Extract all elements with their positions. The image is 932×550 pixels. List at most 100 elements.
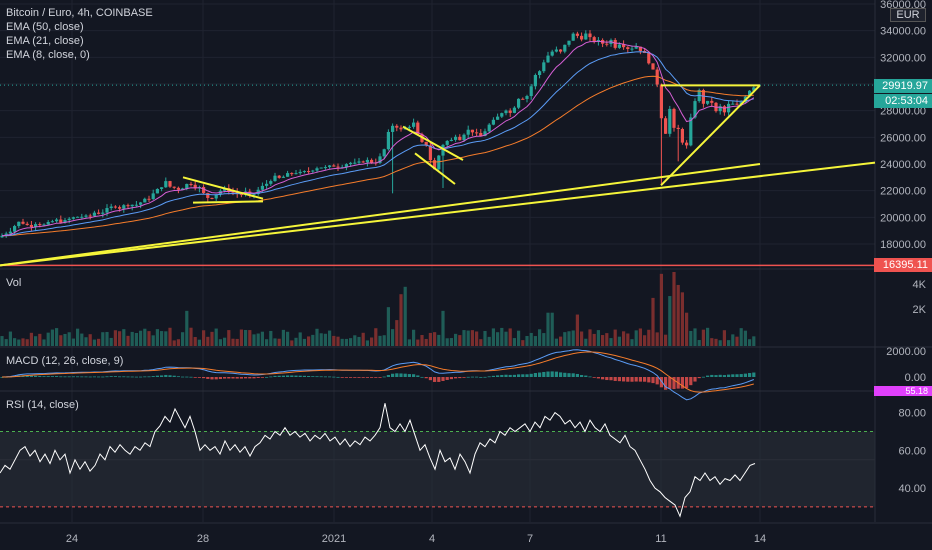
candle-body bbox=[307, 171, 311, 173]
volume-bar bbox=[693, 328, 697, 346]
macd-histogram-bar bbox=[449, 377, 453, 380]
candle-body bbox=[399, 127, 403, 130]
candle-body bbox=[710, 100, 714, 103]
macd-histogram-bar bbox=[160, 375, 164, 377]
macd-histogram-bar bbox=[722, 375, 726, 377]
candle-body bbox=[34, 224, 38, 228]
volume-bar bbox=[332, 335, 336, 346]
macd-histogram-bar bbox=[206, 377, 210, 379]
candle-body bbox=[412, 122, 416, 127]
volume-bar bbox=[17, 339, 21, 346]
candle-body bbox=[13, 226, 17, 232]
candle-body bbox=[517, 98, 521, 108]
rsi-tick-label: 80.00 bbox=[898, 408, 926, 420]
volume-bar bbox=[97, 338, 101, 346]
volume-bar bbox=[496, 332, 500, 346]
volume-bar bbox=[0, 336, 4, 346]
macd-histogram-bar bbox=[218, 377, 222, 380]
candle-body bbox=[722, 106, 726, 113]
macd-histogram-bar bbox=[668, 377, 672, 389]
macd-histogram-bar bbox=[428, 377, 432, 381]
macd-histogram-bar bbox=[269, 376, 273, 378]
volume-bar bbox=[475, 331, 479, 346]
candle-body bbox=[441, 144, 445, 156]
macd-histogram-bar bbox=[260, 377, 264, 378]
macd-histogram-bar bbox=[50, 376, 54, 377]
macd-histogram-bar bbox=[374, 377, 378, 378]
macd-histogram-bar bbox=[655, 377, 659, 385]
macd-histogram-bar bbox=[151, 376, 155, 377]
volume-bar bbox=[260, 331, 264, 346]
volume-bar bbox=[689, 330, 693, 346]
candle-body bbox=[298, 171, 302, 174]
volume-bar bbox=[29, 332, 33, 346]
candle-body bbox=[424, 141, 428, 146]
volume-bar bbox=[470, 330, 474, 346]
volume-bar bbox=[407, 339, 411, 346]
time-tick-label: 28 bbox=[197, 533, 209, 545]
macd-histogram-bar bbox=[92, 376, 96, 378]
volume-bar bbox=[71, 338, 75, 346]
currency-unit-button[interactable]: EUR bbox=[890, 8, 926, 22]
macd-histogram-bar bbox=[647, 377, 651, 383]
macd-histogram-bar bbox=[185, 376, 189, 378]
volume-bar bbox=[143, 328, 147, 346]
candle-body bbox=[42, 224, 46, 226]
volume-bar bbox=[323, 333, 327, 346]
macd-histogram-bar bbox=[689, 377, 693, 386]
volume-bar bbox=[504, 331, 508, 346]
macd-histogram-bar bbox=[168, 375, 172, 377]
volume-bar bbox=[181, 332, 185, 346]
macd-histogram-bar bbox=[181, 376, 185, 378]
macd-histogram-bar bbox=[634, 377, 638, 382]
volume-bar bbox=[622, 331, 626, 346]
volume-bar bbox=[353, 335, 357, 346]
candle-body bbox=[504, 110, 508, 114]
candle-body bbox=[731, 103, 735, 105]
candle-body bbox=[458, 136, 462, 141]
pattern-line bbox=[402, 125, 464, 161]
price-tick-label: 32000.00 bbox=[880, 52, 926, 64]
volume-bar bbox=[239, 329, 243, 346]
macd-histogram-bar bbox=[126, 376, 130, 378]
volume-bar bbox=[105, 331, 109, 346]
volume-bar bbox=[155, 329, 159, 346]
candle-body bbox=[336, 166, 340, 168]
volume-bar bbox=[580, 331, 584, 346]
rsi-line bbox=[0, 403, 756, 518]
candle-body bbox=[567, 40, 571, 45]
macd-histogram-bar bbox=[479, 376, 483, 378]
macd-histogram-bar bbox=[643, 377, 647, 382]
price-tick-label: 22000.00 bbox=[880, 186, 926, 198]
macd-histogram-bar bbox=[109, 376, 113, 377]
volume-bar bbox=[634, 330, 638, 346]
macd-histogram-bar bbox=[475, 376, 479, 378]
volume-bar bbox=[710, 338, 714, 346]
volume-bar bbox=[748, 339, 752, 346]
candle-body bbox=[630, 48, 634, 50]
macd-histogram-bar bbox=[164, 374, 168, 377]
time-tick-label: 7 bbox=[527, 533, 533, 545]
macd-histogram-bar bbox=[664, 377, 668, 390]
candle-body bbox=[277, 175, 281, 178]
candle-body bbox=[302, 171, 306, 173]
volume-bar bbox=[357, 336, 361, 346]
price-tick-label: 34000.00 bbox=[880, 26, 926, 38]
volume-bar bbox=[412, 329, 416, 346]
candle-body bbox=[210, 197, 214, 199]
price-axis: 18000.00 20000.00 22000.00 24000.00 26000.00… bbox=[880, 0, 927, 495]
macd-histogram-bar bbox=[727, 374, 731, 377]
macd-histogram-bar bbox=[424, 377, 428, 379]
candle-body bbox=[605, 43, 609, 45]
candle-body bbox=[483, 131, 487, 137]
volume-bar bbox=[302, 338, 306, 346]
trendlines[interactable] bbox=[0, 84, 876, 267]
candle-body bbox=[357, 161, 361, 163]
candle-body bbox=[4, 233, 8, 236]
macd-histogram-bar bbox=[529, 373, 533, 377]
candle-body bbox=[17, 221, 21, 227]
candle-body bbox=[533, 75, 537, 87]
macd-histogram-bar bbox=[38, 376, 42, 377]
macd-histogram-bar bbox=[500, 374, 504, 377]
